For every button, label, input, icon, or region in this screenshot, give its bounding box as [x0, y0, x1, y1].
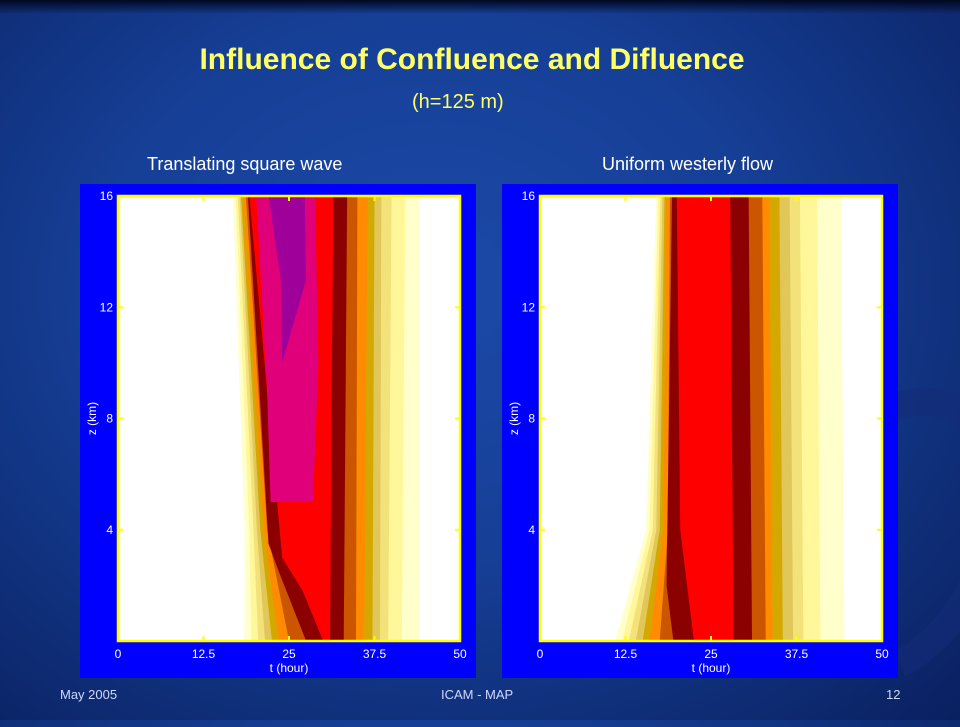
chart-title-left: Translating square wave — [147, 154, 343, 174]
x-tick-label: 50 — [875, 647, 889, 661]
y-tick-label: 16 — [522, 189, 536, 203]
contour-plot-svg-right: 0 12.5 25 37.5 50 4 8 12 16 t (hour) z (km) — [507, 189, 889, 675]
footer-presentation-name: ICAM - MAP — [441, 687, 514, 702]
x-axis-label: t (hour) — [270, 661, 309, 675]
y-tick-label: 8 — [106, 412, 113, 426]
top-shadow-band — [0, 0, 960, 14]
y-tick-label: 12 — [100, 300, 114, 314]
y-tick-label: 8 — [528, 412, 535, 426]
y-tick-label: 16 — [100, 189, 114, 203]
contour-chart-right: 0 12.5 25 37.5 50 4 8 12 16 t (hour) z (km) — [502, 184, 898, 678]
footer-date: May 2005 — [60, 687, 118, 702]
slide-title: Influence of Confluence and Difluence — [199, 43, 745, 76]
x-tick-label: 12.5 — [192, 647, 216, 661]
x-tick-label: 37.5 — [785, 647, 809, 661]
contour-plot-svg-left: 0 12.5 25 37.5 50 4 8 12 16 t (hour) z (km) — [85, 189, 467, 675]
footer-page-number: 12 — [886, 687, 901, 702]
slide-subtitle: (h=125 m) — [412, 91, 504, 113]
y-tick-label: 4 — [106, 523, 113, 537]
x-tick-label: 12.5 — [614, 647, 638, 661]
contour-band-11 — [268, 196, 307, 363]
x-tick-label: 0 — [115, 647, 122, 661]
x-tick-label: 50 — [453, 647, 467, 661]
x-tick-label: 25 — [282, 647, 296, 661]
contour-band-9 — [676, 196, 734, 641]
y-axis-label: z (km) — [507, 402, 521, 435]
x-axis-label: t (hour) — [692, 661, 731, 675]
x-tick-label: 25 — [704, 647, 718, 661]
y-axis-label: z (km) — [85, 402, 99, 435]
y-tick-label: 12 — [522, 300, 536, 314]
contour-chart-left: 0 12.5 25 37.5 50 4 8 12 16 t (hour) z (km) — [80, 184, 476, 678]
x-tick-label: 0 — [537, 647, 544, 661]
y-tick-label: 4 — [528, 523, 535, 537]
x-tick-label: 37.5 — [363, 647, 387, 661]
chart-title-right: Uniform westerly flow — [602, 154, 774, 174]
